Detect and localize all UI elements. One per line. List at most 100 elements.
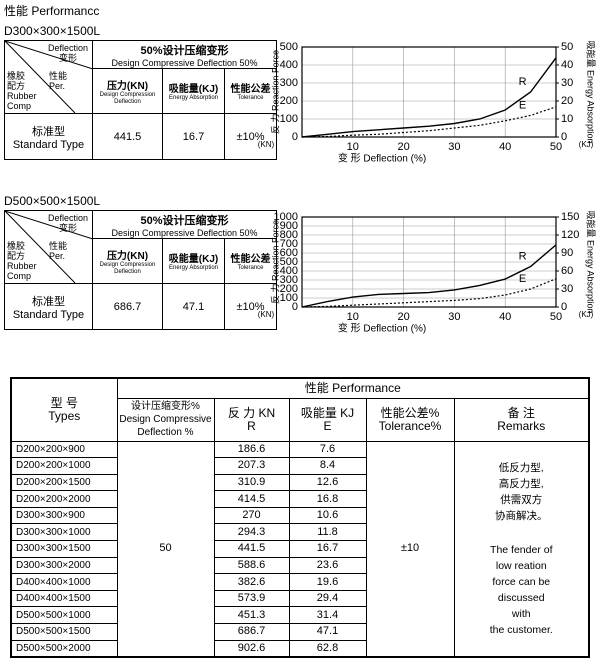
- energy: 10.6: [316, 509, 339, 522]
- energy: 31.4: [316, 608, 339, 621]
- type-cell: D500×500×1500: [10, 623, 118, 641]
- energy-cell: 16.8: [288, 490, 367, 508]
- value: 47.1: [182, 300, 205, 313]
- column-header-line: Deflection %: [137, 427, 194, 438]
- y2-axis-title: 吸能量 Energy Absorption: [586, 210, 597, 313]
- type: D500×500×1500: [16, 626, 91, 638]
- type: D200×200×2000: [16, 493, 91, 505]
- reaction: 441.5: [237, 542, 266, 555]
- y-tick-label: 700: [280, 238, 298, 250]
- y-tick-label: 600: [280, 247, 298, 259]
- column-header-line: 设计压缩变形%: [131, 401, 200, 412]
- y-tick-label: 400: [280, 265, 298, 277]
- reaction: 573.9: [237, 592, 266, 605]
- energy-cell: 62.8: [288, 639, 367, 658]
- energy-cell: 19.6: [288, 573, 367, 591]
- column-en: Design Compression Deflection: [99, 261, 156, 275]
- deflection-cell: 50: [116, 440, 215, 658]
- type-cell: D400×400×1000: [10, 573, 118, 591]
- corner-cell: Deflection 变形 性能 Per. 橡胶 配方 Rubber Comp: [4, 210, 93, 284]
- reaction-cell: 270: [213, 506, 290, 525]
- value: 686.7: [113, 300, 142, 313]
- reaction-cell: 573.9: [213, 589, 290, 608]
- type-cell: D200×200×2000: [10, 490, 118, 508]
- type: D400×400×1000: [16, 576, 91, 588]
- column-en: Energy Absorption: [168, 95, 219, 102]
- reaction: 294.3: [237, 525, 266, 538]
- tolerance: ±10: [400, 542, 420, 555]
- corner-performance: Per.: [49, 251, 66, 261]
- x-tick-label: 30: [448, 311, 460, 323]
- reaction: 588.6: [237, 558, 266, 571]
- y2-tick-label: 30: [561, 283, 573, 295]
- group-header: 50%设计压缩变形 Design Compressive Deflection 5…: [91, 39, 278, 70]
- reaction: 414.5: [237, 492, 266, 505]
- type-cell: D500×500×2000: [10, 639, 118, 658]
- column-header: 性能公差 Tolerance: [223, 68, 278, 114]
- reaction: 207.3: [237, 459, 266, 472]
- corner-diagonals: [5, 211, 93, 283]
- reaction-cell: 588.6: [213, 556, 290, 575]
- column-en: Energy Absorption: [168, 265, 219, 272]
- x-axis-title: 变 形 Deflection (%): [338, 152, 426, 165]
- y2-tick-label: 30: [561, 77, 573, 89]
- energy-cell: 7.6: [288, 440, 367, 459]
- energy-cell: 16.7: [288, 540, 367, 558]
- types-cn: 型 号: [50, 395, 78, 410]
- reaction: 902.6: [237, 641, 266, 654]
- type-cell: D200×200×1000: [10, 457, 118, 475]
- types-header: 型 号 Types: [10, 377, 118, 442]
- type: D300×300×1500: [16, 543, 91, 555]
- y-tick-label: 100: [280, 292, 298, 304]
- row-label: 标准型 Standard Type: [4, 113, 93, 160]
- type-cell: D300×300×1500: [10, 540, 118, 558]
- group-header: 50%设计压缩变形 Design Compressive Deflection 5…: [91, 209, 278, 240]
- energy: 8.4: [319, 459, 336, 472]
- corner-deflection: 变形: [58, 223, 77, 233]
- corner-rubber: Rubber: [7, 261, 37, 271]
- y2-tick-label: 0: [561, 301, 567, 313]
- group: 性能 Performance: [304, 380, 401, 395]
- y-tick-label: 200: [280, 283, 298, 295]
- column-header: 反 力 KN R: [213, 397, 290, 442]
- remark-cn: 协商解决。: [495, 509, 548, 522]
- value: ±10%: [236, 130, 265, 143]
- remark-en: the customer.: [489, 623, 553, 636]
- y2-tick-label: 90: [561, 247, 573, 259]
- type: D300×300×2000: [16, 559, 91, 571]
- reaction-cell: 382.6: [213, 573, 290, 591]
- type-cell: D300×300×900: [10, 506, 118, 525]
- column-header: 压力(KN) Design Compression Deflection: [92, 238, 163, 284]
- value-cell: ±10%: [223, 283, 278, 330]
- y2-tick-label: 120: [561, 229, 579, 241]
- corner-cell: Deflection 变形 性能 Per. 橡胶 配方 Rubber Comp: [4, 40, 93, 114]
- y-tick-label: 300: [280, 77, 298, 89]
- y-tick-label: 500: [280, 256, 298, 268]
- reaction: 686.7: [237, 625, 266, 638]
- column-header-line: 吸能量 KJ: [300, 405, 355, 420]
- remark-cn: 高反力型,: [498, 477, 544, 490]
- deflection: 50: [159, 542, 172, 555]
- section-title: D500×500×1500L: [4, 194, 101, 208]
- energy-cell: 10.6: [288, 506, 367, 525]
- group-cn: 50%设计压缩变形: [140, 44, 229, 57]
- row-label-en: Standard Type: [12, 138, 85, 151]
- column-header: 性能公差 Tolerance: [223, 238, 278, 284]
- y-tick-label: 1000: [274, 211, 298, 223]
- column-en: Tolerance: [237, 265, 264, 272]
- energy: 11.8: [317, 525, 338, 538]
- column-en: Design Compression Deflection: [99, 91, 156, 105]
- corner-performance: Per.: [49, 81, 66, 91]
- y-tick-label: 0: [292, 131, 298, 143]
- y2-tick-label: 10: [561, 113, 573, 125]
- series-label: R: [519, 250, 527, 262]
- y-tick-label: 900: [280, 220, 298, 232]
- type-cell: D200×200×900: [10, 440, 118, 459]
- series-label: R: [519, 76, 527, 88]
- group-cn: 50%设计压缩变形: [140, 214, 229, 227]
- reaction: 451.3: [237, 608, 266, 621]
- y2-tick-label: 20: [561, 95, 573, 107]
- series-line: [301, 106, 557, 138]
- corner-rubber: Rubber: [7, 91, 37, 101]
